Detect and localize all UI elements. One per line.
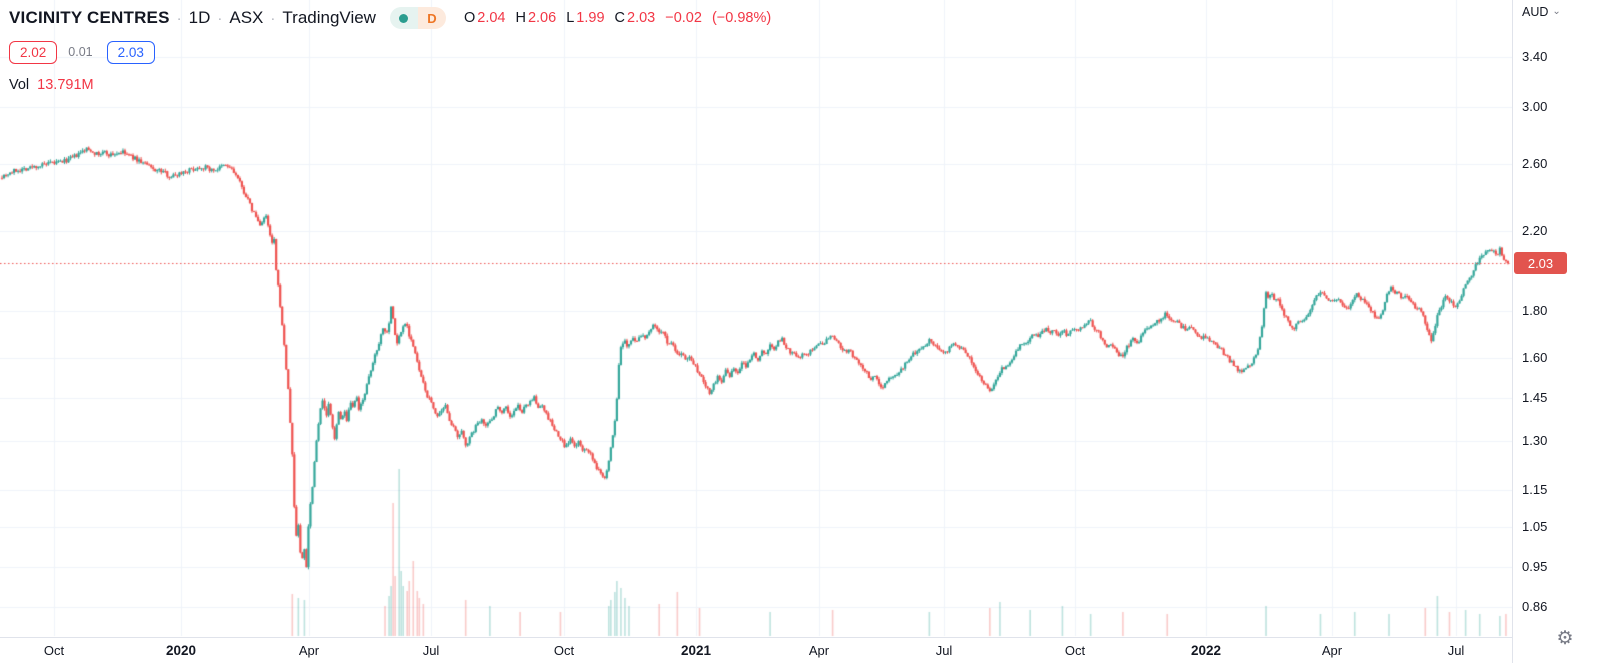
price-tick-label: 3.00 — [1522, 98, 1548, 114]
change-value: −0.02 — [665, 10, 702, 26]
chart-legend: VICINITY CENTRES · 1D · ASX · TradingVie… — [9, 6, 771, 93]
time-tick-month: Apr — [298, 643, 320, 658]
time-tick-month: Apr — [808, 643, 830, 658]
high-label: H — [515, 10, 526, 26]
separator-dot: · — [270, 9, 276, 27]
price-tick-label: 1.60 — [1522, 350, 1548, 366]
volume-label: Vol — [9, 77, 30, 93]
time-tick-year: 2022 — [1190, 643, 1222, 658]
sell-bid-button[interactable]: 2.02 — [9, 40, 58, 64]
price-tick-label: 0.95 — [1522, 558, 1548, 574]
change-percent: (−0.98%) — [711, 10, 772, 26]
time-tick-month: Oct — [43, 643, 65, 658]
market-open-indicator — [389, 7, 418, 29]
tradingview-link[interactable]: TradingView — [282, 8, 376, 27]
time-tick-month: Apr — [1321, 643, 1343, 658]
market-status-pill[interactable]: D — [389, 7, 446, 29]
time-tick-year: 2021 — [680, 643, 712, 658]
daily-interval-badge: D — [417, 7, 446, 29]
currency-selector[interactable]: AUD ⌄ — [1522, 5, 1561, 19]
last-price-badge: 2.03 — [1514, 252, 1567, 275]
price-tick-label: 0.86 — [1522, 598, 1548, 614]
legend-title-row: VICINITY CENTRES · 1D · ASX · TradingVie… — [9, 6, 771, 30]
ohlc-readout: O 2.04 H 2.06 L 1.99 C 2.03 −0.02 (−0.98%) — [464, 10, 771, 26]
price-tick-label: 1.15 — [1522, 482, 1548, 498]
price-tick-label: 3.40 — [1522, 48, 1548, 64]
low-label: L — [566, 10, 575, 26]
settings-gear-button[interactable]: ⚙ — [1556, 628, 1574, 649]
price-tick-label: 2.20 — [1522, 223, 1548, 238]
price-tick-label: 1.80 — [1522, 303, 1548, 319]
time-tick-year: 2020 — [165, 643, 197, 658]
time-tick-month: Jul — [1447, 643, 1465, 658]
exchange-name: ASX — [229, 8, 264, 27]
bid-ask-row: 2.02 0.01 2.03 — [9, 40, 771, 64]
price-axis[interactable]: AUD ⌄ 2.03 3.40 3.00 2.60 2.20 1.80 1.60 1.45 1… — [1512, 0, 1600, 663]
price-tick-label: 1.05 — [1522, 518, 1548, 534]
separator-dot: · — [176, 9, 182, 27]
volume-value: 13.791M — [37, 77, 94, 93]
price-chart-canvas[interactable] — [0, 0, 1512, 637]
open-label: O — [463, 10, 476, 26]
separator-dot: · — [217, 9, 223, 27]
price-tick-label: 2.60 — [1522, 156, 1548, 172]
high-value: 2.06 — [527, 10, 557, 26]
interval-selector[interactable]: 1D — [188, 8, 211, 27]
volume-row: Vol 13.791M — [9, 77, 771, 93]
close-label: C — [614, 10, 625, 26]
spread-value: 0.01 — [68, 45, 93, 59]
symbol-name[interactable]: VICINITY CENTRES — [9, 8, 170, 27]
chevron-down-icon: ⌄ — [1552, 6, 1561, 17]
low-value: 1.99 — [576, 10, 605, 26]
price-tick-label: 1.45 — [1522, 389, 1548, 405]
time-tick-month: Jul — [422, 643, 440, 658]
open-value: 2.04 — [477, 10, 506, 26]
currency-label: AUD — [1522, 5, 1549, 19]
market-status-dot-icon — [399, 13, 409, 23]
close-value: 2.03 — [627, 10, 656, 26]
time-tick-month: Oct — [553, 643, 575, 658]
time-tick-month: Jul — [935, 643, 953, 658]
time-tick-month: Oct — [1064, 643, 1086, 658]
price-tick-label: 1.30 — [1522, 433, 1548, 449]
buy-ask-button[interactable]: 2.03 — [106, 40, 155, 64]
time-axis[interactable]: Oct 2020 Apr Jul Oct 2021 Apr Jul Oct 2022 Apr Jul — [0, 637, 1600, 664]
